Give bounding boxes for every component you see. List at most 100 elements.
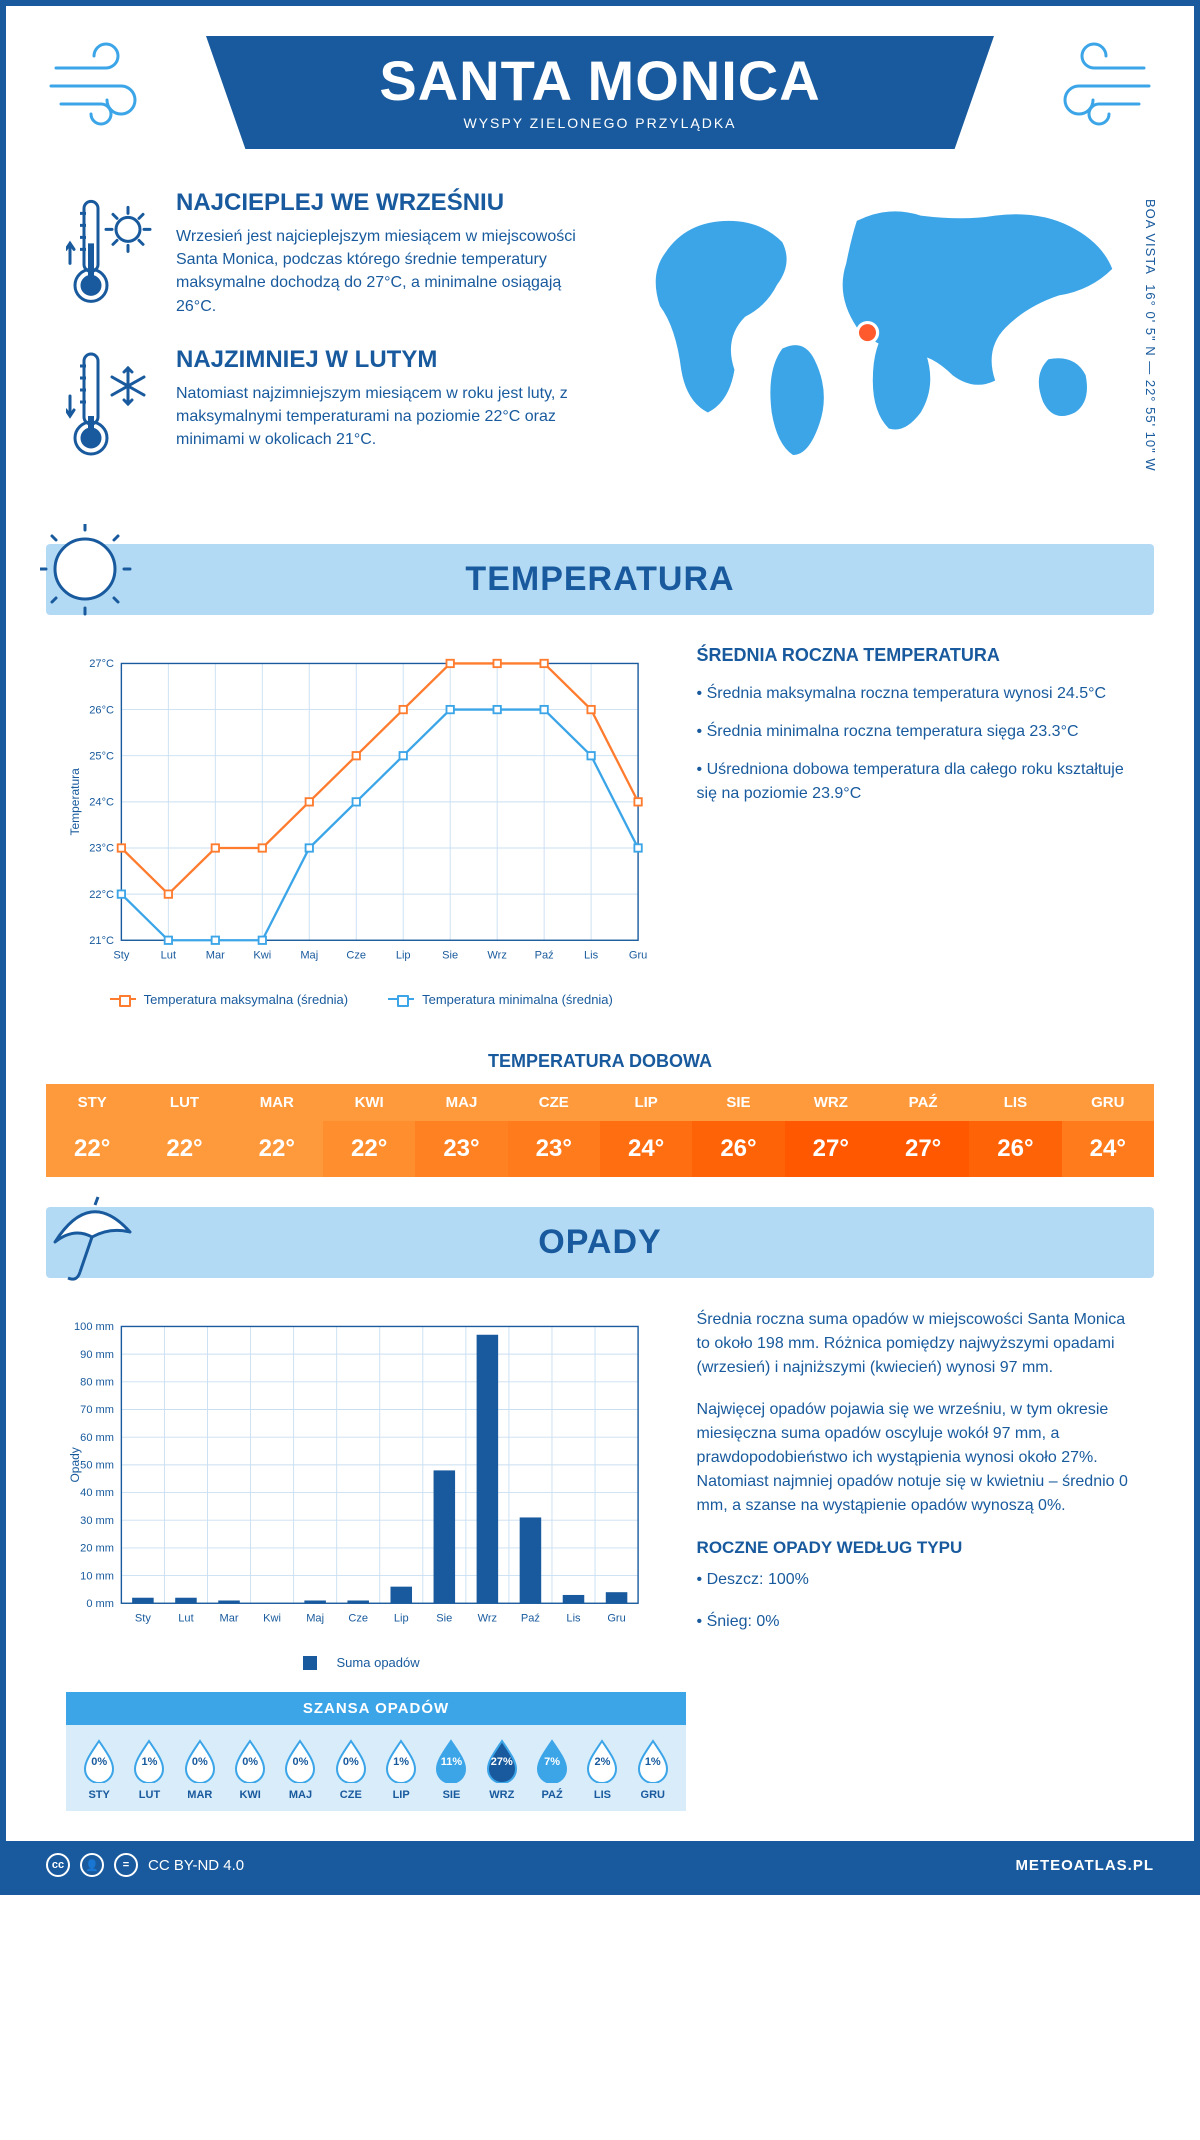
daily-col: LIS26° [969, 1084, 1061, 1177]
daily-col: STY22° [46, 1084, 138, 1177]
svg-text:Cze: Cze [346, 949, 366, 961]
svg-text:22°C: 22°C [89, 889, 114, 901]
svg-text:Wrz: Wrz [478, 1613, 497, 1625]
svg-text:Mar: Mar [206, 949, 225, 961]
svg-text:Kwi: Kwi [253, 949, 271, 961]
precip-chance-panel: SZANSA OPADÓW 0%STY1%LUT0%MAR0%KWI0%MAJ0… [66, 1692, 686, 1811]
wind-icon [1034, 38, 1154, 128]
temperature-heading: TEMPERATURA [46, 560, 1154, 599]
daily-col: KWI22° [323, 1084, 415, 1177]
chance-col: 0%STY [74, 1739, 124, 1801]
svg-text:60 mm: 60 mm [80, 1432, 114, 1444]
chance-col: 7%PAŹ [527, 1739, 577, 1801]
daily-col: MAR22° [231, 1084, 323, 1177]
svg-text:25°C: 25°C [89, 750, 114, 762]
chance-col: 1%LUT [124, 1739, 174, 1801]
svg-text:Lip: Lip [396, 949, 411, 961]
stats-p3: • Uśredniona dobowa temperatura dla całe… [697, 758, 1134, 806]
svg-text:Sty: Sty [135, 1613, 151, 1625]
svg-text:Gru: Gru [607, 1613, 625, 1625]
svg-text:27°C: 27°C [89, 658, 114, 670]
svg-text:Kwi: Kwi [263, 1613, 281, 1625]
precip-p1: Średnia roczna suma opadów w miejscowośc… [697, 1308, 1134, 1380]
warmest-body: Wrzesień jest najcieplejszym miesiącem w… [176, 225, 604, 318]
intro-row: NAJCIEPLEJ WE WRZEŚNIU Wrzesień jest naj… [6, 169, 1194, 524]
daily-col: CZE23° [508, 1084, 600, 1177]
precipitation-text: Średnia roczna suma opadów w miejscowośc… [697, 1308, 1134, 1670]
chance-col: 0%MAJ [275, 1739, 325, 1801]
svg-text:Lut: Lut [161, 949, 176, 961]
precipitation-section-header: OPADY [46, 1207, 1154, 1278]
coldest-title: NAJZIMNIEJ W LUTYM [176, 346, 604, 374]
warmest-title: NAJCIEPLEJ WE WRZEŚNIU [176, 189, 604, 217]
chance-col: 0%CZE [326, 1739, 376, 1801]
svg-text:Paź: Paź [535, 949, 554, 961]
svg-text:26°C: 26°C [89, 704, 114, 716]
svg-text:40 mm: 40 mm [80, 1487, 114, 1499]
svg-text:Paź: Paź [521, 1613, 540, 1625]
site-label: METEOATLAS.PL [1015, 1857, 1154, 1874]
precip-type-rain: • Deszcz: 100% [697, 1568, 1134, 1592]
svg-text:50 mm: 50 mm [80, 1459, 114, 1471]
precipitation-chart: Opady0 mm10 mm20 mm30 mm40 mm50 mm60 mm7… [66, 1308, 657, 1670]
stats-p2: • Średnia minimalna roczna temperatura s… [697, 720, 1134, 744]
daily-temp-strip: STY22°LUT22°MAR22°KWI22°MAJ23°CZE23°LIP2… [46, 1084, 1154, 1177]
precipitation-heading: OPADY [46, 1223, 1154, 1262]
daily-col: GRU24° [1062, 1084, 1154, 1177]
svg-text:Temperatura: Temperatura [68, 768, 82, 836]
daily-col: SIE26° [692, 1084, 784, 1177]
world-map [644, 189, 1134, 466]
chance-col: 27%WRZ [477, 1739, 527, 1801]
svg-text:10 mm: 10 mm [80, 1570, 114, 1582]
nd-icon: = [114, 1853, 138, 1877]
daily-col: MAJ23° [415, 1084, 507, 1177]
chance-col: 1%GRU [628, 1739, 678, 1801]
stats-p1: • Średnia maksymalna roczna temperatura … [697, 682, 1134, 706]
wind-icon [46, 38, 166, 128]
svg-text:24°C: 24°C [89, 796, 114, 808]
chance-col: 2%LIS [577, 1739, 627, 1801]
svg-text:90 mm: 90 mm [80, 1349, 114, 1361]
header: SANTA MONICA WYSPY ZIELONEGO PRZYLĄDKA [6, 6, 1194, 169]
svg-text:Mar: Mar [219, 1613, 238, 1625]
page-subtitle: WYSPY ZIELONEGO PRZYLĄDKA [206, 115, 994, 131]
temperature-section-header: TEMPERATURA [46, 544, 1154, 615]
temperature-chart: Temperatura 21°C 22°C 23°C 24°C 25°C 26°C 27°C S… [66, 645, 657, 1007]
svg-text:Sty: Sty [113, 949, 129, 961]
svg-text:Wrz: Wrz [487, 949, 506, 961]
svg-text:Lis: Lis [584, 949, 599, 961]
thermometer-sun-icon [66, 189, 156, 318]
cc-icon: cc [46, 1853, 70, 1877]
svg-text:Maj: Maj [306, 1613, 324, 1625]
coordinates-label: BOA VISTA 16° 0' 5" N — 22° 55' 10" W [1143, 199, 1158, 472]
precip-type-snow: • Śnieg: 0% [697, 1610, 1134, 1634]
license-label: CC BY-ND 4.0 [148, 1857, 244, 1874]
daily-col: PAŹ27° [877, 1084, 969, 1177]
svg-text:Lut: Lut [178, 1613, 193, 1625]
daily-col: LIP24° [600, 1084, 692, 1177]
svg-text:100 mm: 100 mm [74, 1321, 114, 1333]
by-icon: 👤 [80, 1853, 104, 1877]
page-title: SANTA MONICA [206, 48, 994, 113]
warmest-fact: NAJCIEPLEJ WE WRZEŚNIU Wrzesień jest naj… [66, 189, 604, 318]
svg-text:70 mm: 70 mm [80, 1404, 114, 1416]
title-banner: SANTA MONICA WYSPY ZIELONEGO PRZYLĄDKA [206, 36, 994, 149]
svg-text:80 mm: 80 mm [80, 1376, 114, 1388]
daily-temp-title: TEMPERATURA DOBOWA [6, 1051, 1194, 1072]
chance-col: 1%LIP [376, 1739, 426, 1801]
legend-precip: Suma opadów [303, 1655, 420, 1670]
daily-col: WRZ27° [785, 1084, 877, 1177]
footer: cc 👤 = CC BY-ND 4.0 METEOATLAS.PL [6, 1841, 1194, 1889]
svg-text:23°C: 23°C [89, 842, 114, 854]
svg-text:Sie: Sie [436, 1613, 452, 1625]
svg-text:20 mm: 20 mm [80, 1543, 114, 1555]
stats-title: ŚREDNIA ROCZNA TEMPERATURA [697, 645, 1134, 666]
chance-col: 0%KWI [225, 1739, 275, 1801]
svg-text:Maj: Maj [300, 949, 318, 961]
chance-col: 11%SIE [426, 1739, 476, 1801]
svg-text:21°C: 21°C [89, 935, 114, 947]
svg-text:Lis: Lis [566, 1613, 581, 1625]
svg-text:0 mm: 0 mm [86, 1598, 114, 1610]
svg-text:30 mm: 30 mm [80, 1515, 114, 1527]
legend-max: Temperatura maksymalna (średnia) [110, 992, 348, 1007]
